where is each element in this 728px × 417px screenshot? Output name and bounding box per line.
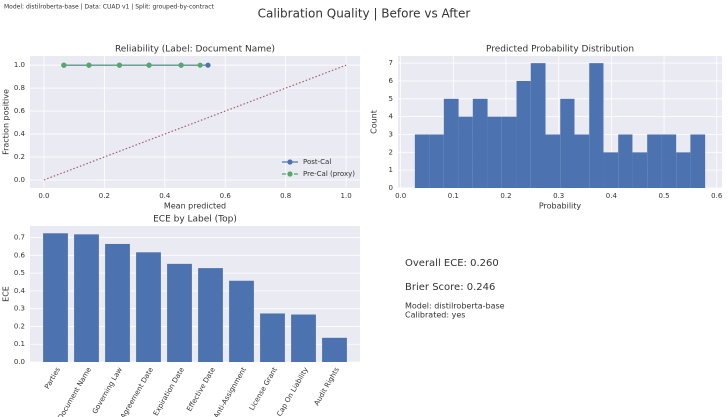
bar xyxy=(136,252,161,362)
histogram-bar xyxy=(443,98,459,188)
histogram-bar xyxy=(618,134,633,188)
histogram-bar xyxy=(574,134,590,188)
y-tick-label: 1 xyxy=(389,166,393,174)
histogram-bar xyxy=(676,152,691,188)
x-tick-label: 0.3 xyxy=(553,192,564,200)
histogram-bar xyxy=(690,134,706,188)
y-tick-label: 0.1 xyxy=(14,340,25,348)
y-tick-label: 0.0 xyxy=(14,176,25,184)
y-tick-label: 1.0 xyxy=(14,61,25,69)
bar xyxy=(260,313,285,362)
x-axis-label: Mean predicted xyxy=(164,202,226,211)
x-tick-label: 0.5 xyxy=(658,192,669,200)
histogram-bar xyxy=(589,63,604,189)
y-tick-label: 0.4 xyxy=(14,287,26,295)
legend-label: Post-Cal xyxy=(303,158,331,166)
y-axis-label: Count xyxy=(370,110,379,134)
histogram-bar xyxy=(545,134,561,188)
histogram-bar xyxy=(458,116,473,188)
histogram-bar xyxy=(632,152,648,188)
y-tick-label: 0.5 xyxy=(14,269,25,277)
y-tick-label: 4 xyxy=(389,113,394,121)
y-tick-label: 0.6 xyxy=(14,107,26,115)
y-tick-label: 0.2 xyxy=(14,153,25,161)
y-tick-label: 5 xyxy=(389,95,393,103)
bar xyxy=(167,263,192,362)
histogram-bar xyxy=(530,63,546,189)
x-tick-label: 1.0 xyxy=(341,192,352,200)
bar xyxy=(105,243,130,362)
point xyxy=(205,62,211,68)
bar xyxy=(74,234,99,362)
legend-marker xyxy=(287,171,293,177)
y-tick-label: 0.4 xyxy=(14,130,26,138)
histogram-bar xyxy=(560,98,575,188)
histogram-bar xyxy=(647,134,662,188)
y-tick-label: 2 xyxy=(389,148,393,156)
bar xyxy=(229,280,254,362)
overall-ece: Overall ECE: 0.260 xyxy=(405,258,499,269)
bar xyxy=(198,268,223,362)
axis-title: Predicted Probability Distribution xyxy=(486,45,634,55)
x-tick-label: 0.4 xyxy=(159,192,171,200)
point xyxy=(61,62,67,68)
y-tick-label: 3 xyxy=(389,130,393,138)
y-axis-label: Fraction positive xyxy=(2,89,11,155)
header: Model: distilroberta-base | Data: CUAD v… xyxy=(4,4,215,11)
legend-marker xyxy=(287,159,293,165)
y-tick-label: 0.7 xyxy=(14,234,25,242)
x-tick-label: 0.2 xyxy=(99,192,110,200)
x-tick-label: 0.1 xyxy=(448,192,459,200)
figure-title: Calibration Quality | Before vs After xyxy=(258,7,471,21)
y-tick-label: 7 xyxy=(389,59,393,67)
histogram-bar xyxy=(516,80,531,188)
x-tick-label: 0.8 xyxy=(280,192,291,200)
point xyxy=(197,62,203,68)
y-tick-label: 0 xyxy=(389,184,393,192)
y-tick-label: 0.3 xyxy=(14,305,25,313)
histogram-bar xyxy=(472,98,488,188)
point xyxy=(146,62,152,68)
x-tick-label: 0.2 xyxy=(500,192,511,200)
y-tick-label: 0.2 xyxy=(14,322,25,330)
histogram-bar xyxy=(603,152,619,188)
x-tick-label: 0.6 xyxy=(711,192,723,200)
point xyxy=(178,62,184,68)
bar xyxy=(291,314,316,362)
x-tick-label: 0.6 xyxy=(220,192,232,200)
x-tick-label: 0.0 xyxy=(38,192,49,200)
histogram-bar xyxy=(414,134,430,188)
x-tick-label: 0.4 xyxy=(606,192,618,200)
y-tick-label: 0.8 xyxy=(14,84,25,92)
histogram-bar xyxy=(661,134,677,188)
y-axis-label: ECE xyxy=(2,286,11,302)
histogram-bar xyxy=(487,116,502,188)
y-tick-label: 0.0 xyxy=(14,358,25,366)
y-tick-label: 0.6 xyxy=(14,251,26,259)
histogram-bar xyxy=(501,116,517,188)
legend-label: Pre-Cal (proxy) xyxy=(303,170,355,178)
point xyxy=(86,62,92,68)
bar xyxy=(322,337,347,362)
axis-title: ECE by Label (Top) xyxy=(153,215,237,225)
x-tick-label: 0.0 xyxy=(395,192,406,200)
x-axis-label: Probability xyxy=(539,202,582,211)
axis-title: Reliability (Label: Document Name) xyxy=(115,45,275,55)
point xyxy=(116,62,123,68)
model-info: Model: distilroberta-base xyxy=(405,302,505,311)
bar xyxy=(43,233,68,362)
histogram-bar xyxy=(429,134,444,188)
reference-line xyxy=(43,64,347,181)
calibrated-info: Calibrated: yes xyxy=(405,311,465,320)
brier-score: Brier Score: 0.246 xyxy=(405,282,495,293)
y-tick-label: 6 xyxy=(389,77,394,85)
